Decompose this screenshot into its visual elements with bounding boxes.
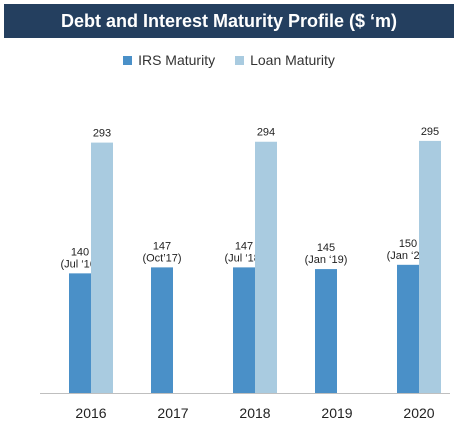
data-label-loan-2016: 293 — [93, 128, 111, 140]
bar-loan-2016 — [91, 142, 113, 393]
data-label-loan-2018: 294 — [257, 127, 275, 139]
legend-swatch-irs — [123, 55, 133, 65]
data-label-irs-2020: 150 — [399, 238, 417, 250]
bar-irs-2018 — [233, 267, 255, 393]
data-label-irs-2016-date: (Jul ‘16) — [60, 258, 99, 270]
x-tick-label-2019: 2019 — [321, 405, 352, 421]
legend-label-loan: Loan Maturity — [250, 52, 335, 68]
data-label-irs-2018: 147 — [235, 240, 253, 252]
bar-loan-2018 — [255, 141, 277, 393]
data-label-irs-2019: 145 — [317, 242, 335, 254]
data-label-irs-2018-date: (Jul ‘18) — [224, 252, 263, 264]
bar-irs-2016 — [69, 273, 91, 393]
data-label-irs-2020-date: (Jan ‘20) — [387, 250, 430, 262]
x-tick-label-2020: 2020 — [403, 405, 434, 421]
data-label-irs-2017: 147 — [153, 240, 171, 252]
x-tick-label-2017: 2017 — [157, 405, 188, 421]
data-label-loan-2020: 295 — [421, 126, 439, 138]
bar-irs-2019 — [315, 269, 337, 393]
legend-swatch-loan — [235, 55, 245, 65]
bar-loan-2020 — [419, 140, 441, 393]
x-tick-label-2016: 2016 — [75, 405, 106, 421]
data-label-irs-2016: 140 — [71, 246, 89, 258]
legend-item-loan: Loan Maturity — [235, 52, 335, 68]
legend-label-irs: IRS Maturity — [138, 52, 216, 68]
chart-title: Debt and Interest Maturity Profile ($ ‘m… — [4, 4, 454, 38]
bar-irs-2017 — [151, 267, 173, 393]
data-label-irs-2019-date: (Jan ‘19) — [305, 254, 348, 266]
bar-irs-2020 — [397, 264, 419, 393]
legend-item-irs: IRS Maturity — [123, 52, 215, 68]
x-tick-label-2018: 2018 — [239, 405, 270, 421]
legend: IRS Maturity Loan Maturity — [0, 50, 458, 70]
data-label-irs-2017-date: (Oct’17) — [142, 252, 181, 264]
